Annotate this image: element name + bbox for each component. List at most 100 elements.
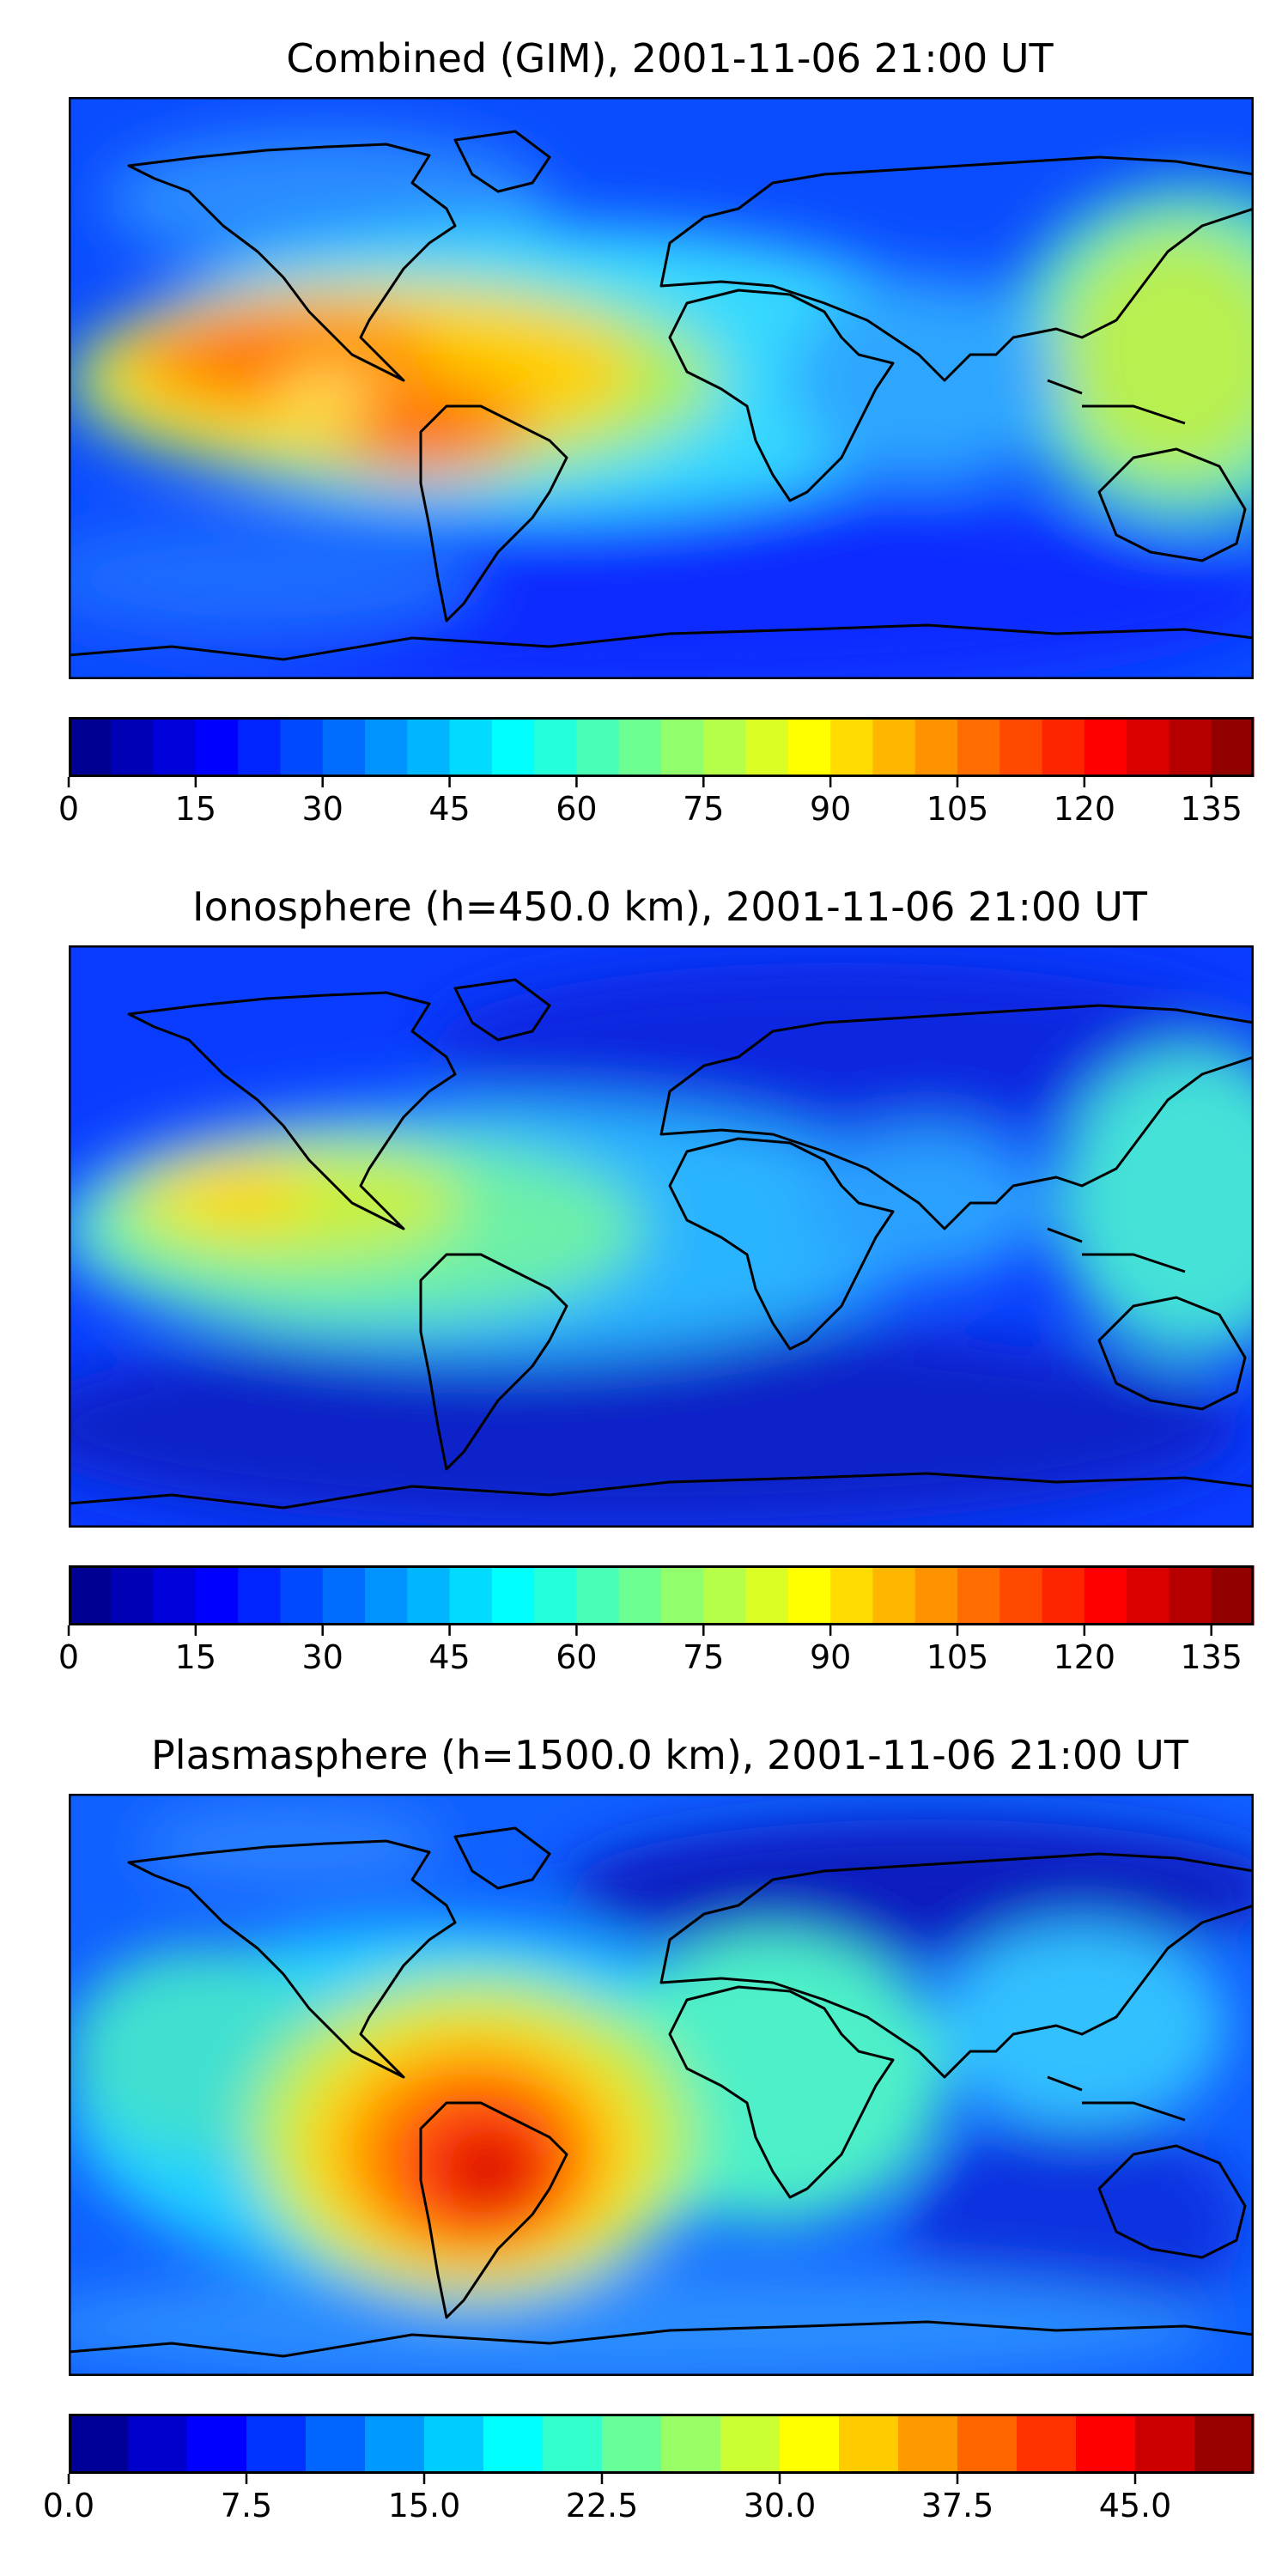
colorbar-1-level-13 bbox=[618, 1565, 662, 1625]
colorbar-2-level-12 bbox=[780, 2414, 840, 2474]
colorbar-0-level-16 bbox=[745, 717, 789, 777]
colorbar-2-level-1 bbox=[128, 2414, 188, 2474]
colorbar-0-level-21 bbox=[957, 717, 1000, 777]
panel-3-title: Plasmasphere (h=1500.0 km), 2001-11-06 2… bbox=[151, 1732, 1188, 1778]
colorbar-1-level-7 bbox=[365, 1565, 408, 1625]
colorbar-1-level-20 bbox=[914, 1565, 958, 1625]
colorbar-2-tick-label: 37.5 bbox=[920, 2487, 994, 2524]
colorbar-1-level-15 bbox=[703, 1565, 747, 1625]
colorbar-1-level-24 bbox=[1084, 1565, 1127, 1625]
colorbar-2-level-15 bbox=[957, 2414, 1018, 2474]
colorbar-1-tick-label: 60 bbox=[556, 1638, 598, 1676]
colorbar-0-tick-label: 135 bbox=[1180, 790, 1242, 828]
colorbar-1-level-1 bbox=[111, 1565, 155, 1625]
colorbar-1-tick-label: 75 bbox=[683, 1638, 725, 1676]
colorbar-0-level-11 bbox=[534, 717, 578, 777]
colorbar-1-level-10 bbox=[491, 1565, 535, 1625]
colorbar-2-tick-label: 0.0 bbox=[42, 2487, 95, 2524]
colorbar-0-level-0 bbox=[69, 717, 112, 777]
colorbar-0-level-9 bbox=[449, 717, 493, 777]
colorbar-1-level-18 bbox=[830, 1565, 874, 1625]
colorbar-1-tick-label: 30 bbox=[301, 1638, 343, 1676]
panel-2-title: Ionosphere (h=450.0 km), 2001-11-06 21:0… bbox=[192, 884, 1147, 930]
colorbar-0-level-22 bbox=[999, 717, 1043, 777]
colorbar-1-level-14 bbox=[661, 1565, 704, 1625]
colorbar-0-tick-label: 120 bbox=[1053, 790, 1116, 828]
colorbar-2-tick-label: 30.0 bbox=[743, 2487, 817, 2524]
colorbar-0-level-12 bbox=[576, 717, 620, 777]
panel-1-map bbox=[69, 97, 1254, 679]
colorbar-1-level-21 bbox=[957, 1565, 1000, 1625]
colorbar-2-level-17 bbox=[1076, 2414, 1136, 2474]
colorbar-1-level-5 bbox=[280, 1565, 324, 1625]
colorbar-0-level-7 bbox=[365, 717, 408, 777]
colorbar-0-level-20 bbox=[914, 717, 958, 777]
colorbar-1-level-11 bbox=[534, 1565, 578, 1625]
colorbar-1-level-9 bbox=[449, 1565, 493, 1625]
colorbar-1-level-6 bbox=[322, 1565, 366, 1625]
colorbar-1-level-19 bbox=[872, 1565, 916, 1625]
colorbar-2-level-3 bbox=[246, 2414, 307, 2474]
colorbar-0-level-27 bbox=[1211, 717, 1255, 777]
colorbar-1-level-8 bbox=[407, 1565, 451, 1625]
colorbar-0-level-10 bbox=[491, 717, 535, 777]
colorbar-2-tick-label: 15.0 bbox=[387, 2487, 461, 2524]
panel-2-colorbar-ticks: 0 15 30 45 60 75 90 105 120 135 bbox=[58, 1638, 1254, 1681]
panel-3-map bbox=[69, 1794, 1254, 2376]
colorbar-1-level-25 bbox=[1127, 1565, 1170, 1625]
panel-3-colorbar bbox=[67, 2414, 1255, 2484]
colorbar-1-level-22 bbox=[999, 1565, 1043, 1625]
colorbar-0-level-26 bbox=[1169, 717, 1212, 777]
colorbar-0-level-23 bbox=[1042, 717, 1085, 777]
colorbar-1-level-2 bbox=[153, 1565, 197, 1625]
panel-1-colorbar-svg bbox=[67, 717, 1255, 787]
panel-2-map-svg bbox=[69, 945, 1254, 1528]
panel-2-map bbox=[69, 945, 1254, 1528]
panel-3-colorbar-svg bbox=[67, 2414, 1255, 2484]
colorbar-1-tick-label: 0 bbox=[58, 1638, 80, 1676]
colorbar-2-tick-label: 22.5 bbox=[565, 2487, 639, 2524]
colorbar-0-level-14 bbox=[661, 717, 704, 777]
colorbar-1-level-16 bbox=[745, 1565, 789, 1625]
colorbar-2-level-13 bbox=[839, 2414, 899, 2474]
colorbar-0-tick-label: 30 bbox=[301, 790, 343, 828]
colorbar-1-frame bbox=[69, 1565, 1254, 1625]
colorbar-0-level-25 bbox=[1127, 717, 1170, 777]
colorbar-0-level-8 bbox=[407, 717, 451, 777]
panel-2-colorbar-svg bbox=[67, 1565, 1255, 1636]
colorbar-1-level-0 bbox=[69, 1565, 112, 1625]
colorbar-0-level-15 bbox=[703, 717, 747, 777]
colorbar-2-level-11 bbox=[720, 2414, 781, 2474]
colorbar-1-tick-label: 105 bbox=[926, 1638, 989, 1676]
panel-1-map-svg bbox=[69, 97, 1254, 679]
colorbar-0-level-13 bbox=[618, 717, 662, 777]
colorbar-0-level-1 bbox=[111, 717, 155, 777]
colorbar-0-tick-label: 75 bbox=[683, 790, 725, 828]
colorbar-1-tick-label: 135 bbox=[1180, 1638, 1242, 1676]
panel-1-colorbar-ticks: 0 15 30 45 60 75 90 105 120 135 bbox=[58, 790, 1254, 833]
colorbar-2-tick-label: 45.0 bbox=[1098, 2487, 1172, 2524]
colorbar-0-level-6 bbox=[322, 717, 366, 777]
colorbar-1-tick-label: 90 bbox=[809, 1638, 852, 1676]
colorbar-1-level-26 bbox=[1169, 1565, 1212, 1625]
colorbar-0-level-17 bbox=[787, 717, 831, 777]
colorbar-0-level-3 bbox=[195, 717, 239, 777]
panel-3-map-svg bbox=[69, 1794, 1254, 2376]
colorbar-0-tick-label: 60 bbox=[556, 790, 598, 828]
colorbar-2-level-16 bbox=[1017, 2414, 1077, 2474]
colorbar-1-level-3 bbox=[195, 1565, 239, 1625]
colorbar-2-tick-label: 7.5 bbox=[220, 2487, 273, 2524]
colorbar-2-level-19 bbox=[1194, 2414, 1255, 2474]
colorbar-0-level-4 bbox=[238, 717, 282, 777]
colorbar-0-level-5 bbox=[280, 717, 324, 777]
colorbar-0-level-24 bbox=[1084, 717, 1127, 777]
colorbar-2-frame bbox=[69, 2414, 1254, 2474]
colorbar-1-tick-label: 15 bbox=[174, 1638, 217, 1676]
colorbar-0-level-19 bbox=[872, 717, 916, 777]
colorbar-1-tick-label: 120 bbox=[1053, 1638, 1116, 1676]
colorbar-2-level-5 bbox=[365, 2414, 425, 2474]
colorbar-2-level-8 bbox=[543, 2414, 603, 2474]
panel-2-colorbar bbox=[67, 1565, 1255, 1636]
panel-3-colorbar-ticks: 0.0 7.5 15.0 22.5 30.0 37.5 45.0 bbox=[43, 2487, 1254, 2530]
colorbar-1-level-27 bbox=[1211, 1565, 1255, 1625]
